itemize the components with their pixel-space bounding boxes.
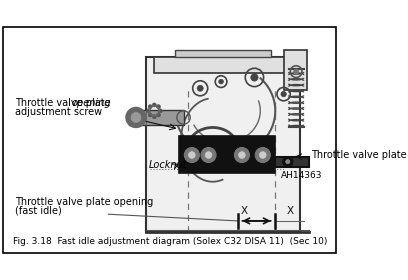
Bar [275,157,308,167]
Bar [154,57,292,73]
Text: (fast idle): (fast idle) [15,206,62,216]
Circle shape [184,148,200,162]
Circle shape [239,152,245,158]
Bar [129,110,184,125]
Text: Locknut: Locknut [149,160,187,170]
Text: opening: opening [72,98,111,108]
Circle shape [251,74,258,81]
Bar [146,57,300,232]
Circle shape [156,105,160,109]
Text: Throttle valve plate opening: Throttle valve plate opening [15,197,153,207]
Text: AH14363: AH14363 [281,171,323,180]
Text: Fig. 3.18  Fast idle adjustment diagram (Solex C32 DISA 11)  (Sec 10): Fig. 3.18 Fast idle adjustment diagram (… [13,237,327,246]
Text: Throttle valve plate: Throttle valve plate [15,98,114,108]
Text: X: X [287,206,294,216]
Circle shape [152,115,156,119]
Circle shape [148,105,152,109]
Circle shape [294,69,299,74]
Circle shape [219,79,224,84]
Circle shape [148,113,152,117]
Bar [180,136,275,173]
Circle shape [235,148,249,162]
Circle shape [158,109,162,113]
Circle shape [283,157,293,167]
Circle shape [126,108,146,127]
Text: adjustment screw: adjustment screw [15,108,102,118]
Text: Throttle valve plate: Throttle valve plate [311,150,407,160]
Circle shape [259,152,266,158]
Circle shape [146,109,151,113]
Circle shape [188,152,195,158]
Circle shape [152,103,156,107]
Circle shape [201,148,216,162]
Circle shape [286,160,290,164]
Circle shape [156,113,160,117]
Circle shape [281,92,286,97]
Circle shape [131,113,141,122]
Circle shape [197,85,203,91]
Text: X: X [241,206,248,216]
Bar [175,50,271,57]
Circle shape [255,148,270,162]
Circle shape [205,152,212,158]
Bar [284,50,307,90]
